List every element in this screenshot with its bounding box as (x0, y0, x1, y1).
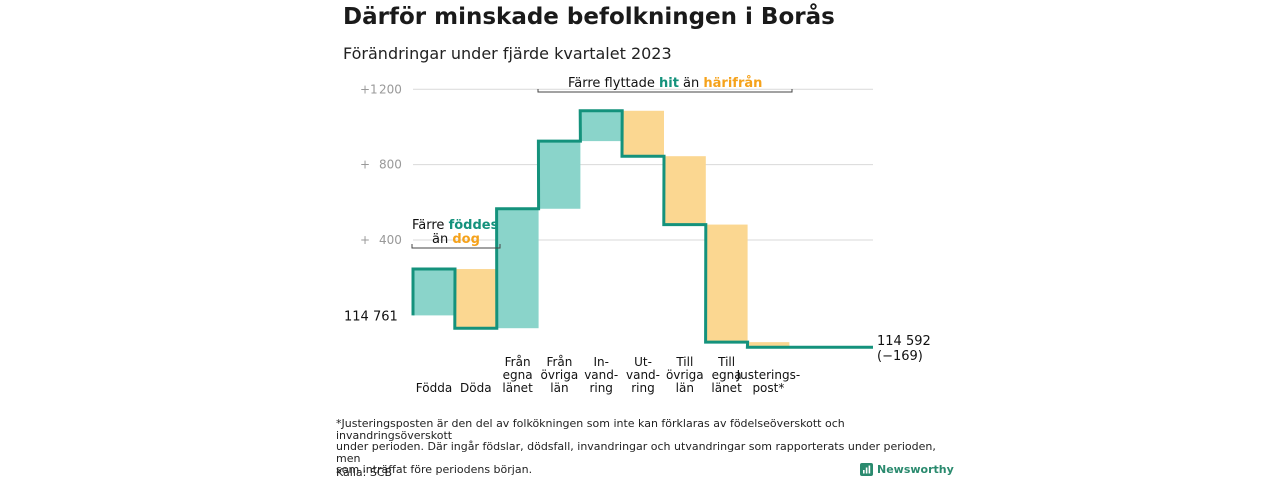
y-tick-label-2: 400 (379, 233, 402, 247)
y-tick-label-1: 800 (379, 158, 402, 172)
x-label-5-0: Ut- (634, 355, 652, 369)
annotation-births-deaths-line1: Färre föddes (412, 218, 499, 233)
x-label-3-0: Från (546, 355, 572, 369)
annotation-migration: Färre flyttade hit än härifrån (568, 76, 762, 91)
x-label-8-1: post* (752, 381, 784, 395)
x-label-0-0: Födda (416, 381, 452, 395)
x-label-8-0: Justerings- (736, 368, 801, 382)
x-label-3-1: övriga (541, 368, 579, 382)
bar-7 (705, 224, 748, 343)
y-tick-prefix-0: +1 (360, 82, 378, 96)
footnote-line-2: under perioden. Där ingår födslar, dödsf… (336, 440, 936, 465)
footnote: *Justeringsposten är den del av folkökni… (336, 418, 946, 476)
annotation-births-deaths-bracket (411, 244, 501, 249)
annotation-migration-bracket (537, 89, 793, 93)
bar-2 (496, 208, 539, 329)
bar-4 (580, 110, 623, 142)
x-label-2-0: Från (505, 355, 531, 369)
chart-subtitle: Förändringar under fjärde kvartalet 2023 (343, 44, 672, 63)
y-tick-label-0: 200 (379, 82, 402, 96)
annotation-births-deaths-line2: än dog (432, 232, 480, 247)
bar-6 (663, 156, 706, 225)
step-line (411, 109, 873, 349)
x-label-4-2: ring (589, 381, 613, 395)
y-tick-prefix-1: + (360, 158, 370, 172)
x-label-6-1: övriga (666, 368, 704, 382)
footnote-line-3: som inträffat före periodens början. (336, 463, 533, 476)
x-label-4-1: vand- (584, 368, 618, 382)
end-change-label: (−169) (877, 349, 923, 364)
x-label-5-1: vand- (626, 368, 660, 382)
source-label: Källa: SCB (336, 466, 393, 479)
x-label-5-2: ring (631, 381, 655, 395)
footnote-line-1: *Justeringsposten är den del av folkökni… (336, 417, 845, 442)
x-label-7-0: Till (717, 355, 735, 369)
x-label-6-0: Till (675, 355, 693, 369)
x-label-2-2: länet (502, 381, 533, 395)
bar-1 (454, 269, 497, 329)
bar-0 (413, 269, 455, 316)
newsworthy-icon (860, 463, 873, 476)
bar-3 (538, 141, 581, 209)
brand-name: Newsworthy (877, 463, 954, 476)
waterfall-chart: +1 200 + 800 + 400 114 761 114 592(−169) Födda Dö… (344, 76, 931, 395)
x-label-2-1: egna (503, 368, 533, 382)
bar-5 (622, 110, 664, 157)
x-label-6-2: län (676, 381, 694, 395)
x-label-7-1: egna (712, 368, 742, 382)
bar-8 (747, 342, 790, 348)
chart-title: Därför minskade befolkningen i Borås (343, 4, 835, 30)
x-label-4-0: In- (593, 355, 608, 369)
end-value-label: 114 592 (877, 334, 931, 349)
x-label-7-2: länet (711, 381, 742, 395)
x-label-1-0: Döda (460, 381, 492, 395)
start-value-label: 114 761 (344, 309, 398, 324)
y-tick-prefix-2: + (360, 233, 370, 247)
x-label-3-2: län (550, 381, 568, 395)
brand-logo: Newsworthy (860, 463, 954, 476)
